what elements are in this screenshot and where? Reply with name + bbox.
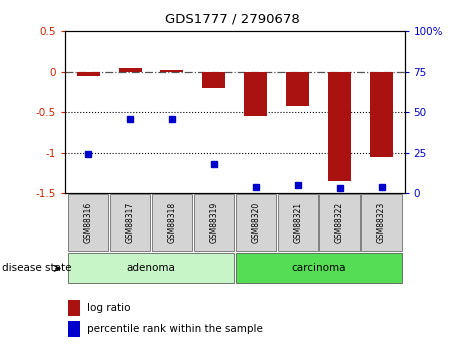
Bar	[68, 254, 234, 283]
Text: disease state: disease state	[2, 264, 72, 273]
Text: log ratio: log ratio	[87, 303, 131, 313]
Bar	[236, 194, 276, 251]
Bar	[68, 300, 80, 316]
Bar	[194, 194, 234, 251]
Bar	[370, 71, 393, 157]
Text: GSM88321: GSM88321	[293, 202, 302, 243]
Bar	[160, 70, 184, 71]
Bar	[119, 68, 141, 71]
Text: GSM88322: GSM88322	[335, 202, 344, 243]
Bar	[236, 254, 402, 283]
Bar	[152, 194, 192, 251]
Bar	[328, 71, 351, 181]
Bar	[286, 71, 309, 106]
Text: GSM88317: GSM88317	[126, 202, 134, 243]
Text: GDS1777 / 2790678: GDS1777 / 2790678	[165, 12, 300, 25]
Text: adenoma: adenoma	[126, 263, 175, 273]
Text: GSM88316: GSM88316	[84, 202, 93, 243]
Text: percentile rank within the sample: percentile rank within the sample	[87, 324, 263, 334]
Bar	[68, 322, 80, 337]
Text: GSM88318: GSM88318	[167, 202, 176, 243]
Bar	[68, 194, 108, 251]
Bar	[361, 194, 402, 251]
Bar	[202, 71, 226, 88]
Bar	[110, 194, 150, 251]
Text: GSM88323: GSM88323	[377, 202, 386, 243]
Text: carcinoma: carcinoma	[292, 263, 346, 273]
Text: GSM88319: GSM88319	[209, 202, 219, 243]
Bar	[244, 71, 267, 116]
Bar	[77, 71, 100, 76]
Bar	[278, 194, 318, 251]
Text: GSM88320: GSM88320	[251, 202, 260, 243]
Bar	[319, 194, 360, 251]
